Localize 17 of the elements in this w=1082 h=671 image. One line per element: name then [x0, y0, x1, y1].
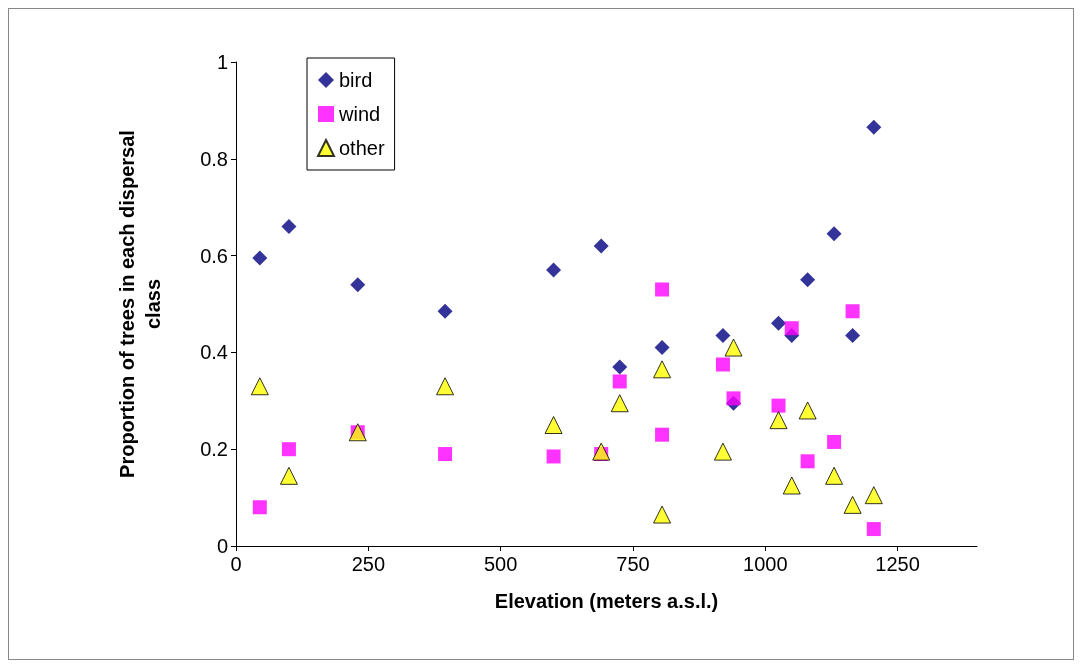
y-tick-label: 0.4: [200, 341, 228, 364]
x-tick-label: 250: [351, 553, 386, 575]
legend-label: other: [339, 137, 385, 159]
y-tick-label: 0: [216, 535, 228, 557]
x-tick-label: 1000: [743, 553, 788, 575]
x-tick-label: 0: [230, 553, 242, 575]
y-tick-label: 0.8: [200, 147, 228, 170]
x-tick-label: 1250: [875, 553, 920, 575]
y-tick-label: 1: [216, 51, 228, 73]
x-tick-label: 500: [483, 553, 518, 575]
legend-label: bird: [339, 69, 373, 91]
y-axis-title: Proportion of trees in each dispersal class: [116, 130, 164, 478]
x-axis-title: Elevation (meters a.s.l.): [494, 590, 719, 612]
y-tick-label: 0.6: [200, 244, 228, 267]
legend-label: wind: [338, 103, 381, 125]
y-tick-label: 0.2: [200, 438, 228, 461]
x-tick-label: 750: [616, 553, 650, 575]
